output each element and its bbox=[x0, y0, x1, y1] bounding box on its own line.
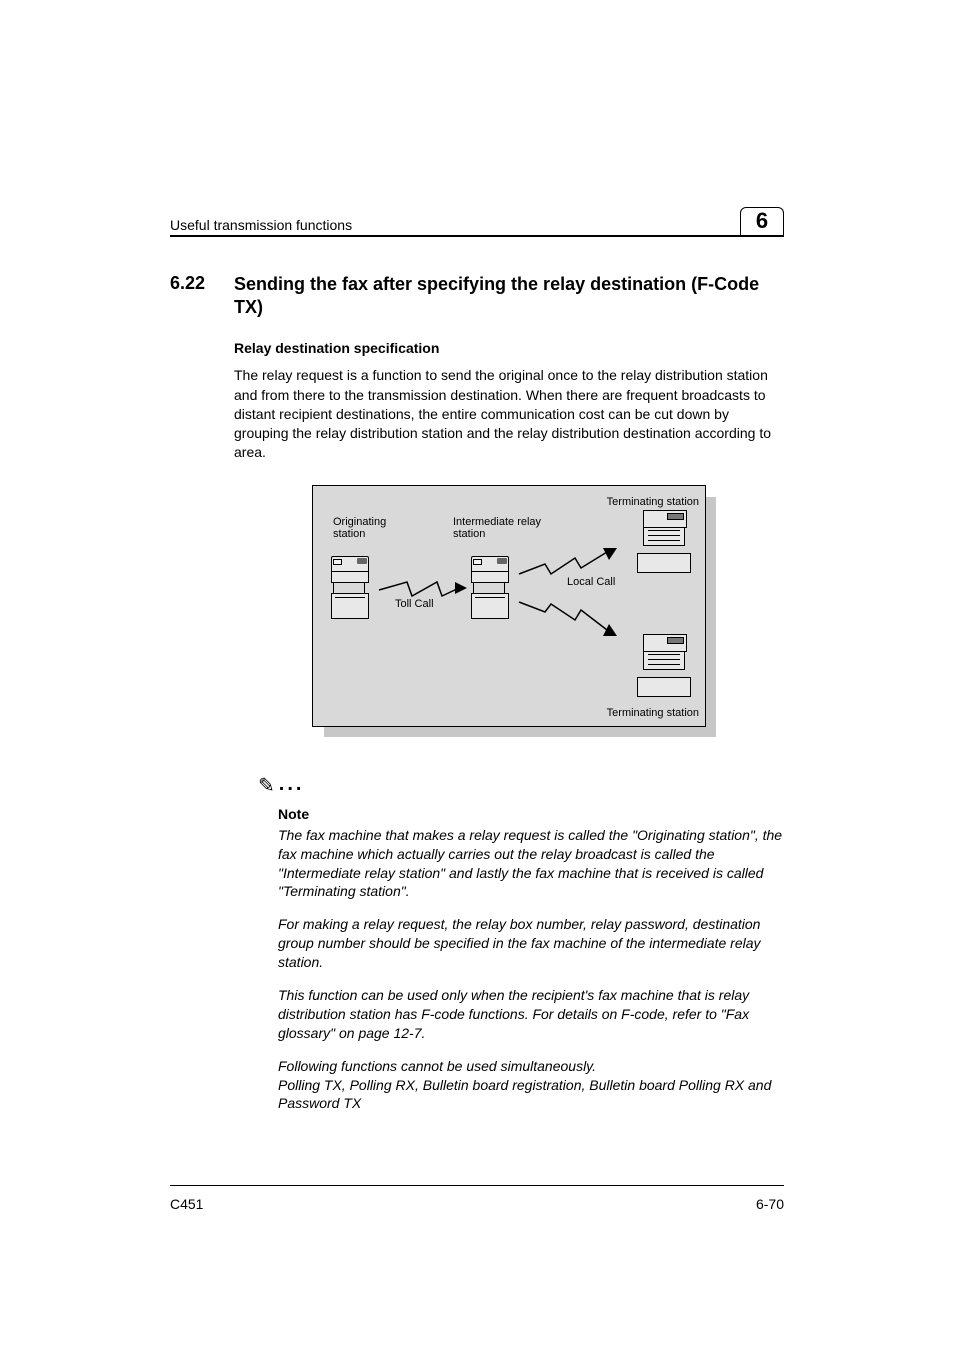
content-column: Relay destination specification The rela… bbox=[234, 340, 784, 1113]
note-block: ✎ ... Note The fax machine that makes a … bbox=[278, 775, 784, 1114]
relay-machine-icon bbox=[471, 556, 507, 619]
relay-diagram-container: Originating station Intermediate relay s… bbox=[234, 485, 784, 727]
section-title: Sending the fax after specifying the rel… bbox=[234, 273, 784, 318]
chapter-number-badge: 6 bbox=[740, 207, 784, 235]
terminating-printer-bottom-icon bbox=[637, 634, 689, 697]
terminating-printer-top-icon bbox=[637, 510, 689, 573]
section-heading: 6.22 Sending the fax after specifying th… bbox=[170, 273, 784, 318]
running-header: Useful transmission functions 6 bbox=[170, 205, 784, 237]
label-originating-station: Originating station bbox=[333, 516, 401, 541]
page-footer: C451 6-70 bbox=[170, 1185, 784, 1212]
note-icon-row: ✎ ... bbox=[258, 775, 784, 800]
note-paragraph-1: The fax machine that makes a relay reque… bbox=[278, 826, 784, 902]
page: Useful transmission functions 6 6.22 Sen… bbox=[0, 0, 954, 1350]
note-paragraph-2: For making a relay request, the relay bo… bbox=[278, 915, 784, 972]
footer-model: C451 bbox=[170, 1196, 203, 1212]
note-label: Note bbox=[278, 806, 784, 822]
note-paragraph-3: This function can be used only when the … bbox=[278, 986, 784, 1043]
pencil-icon: ✎ bbox=[258, 773, 275, 798]
intro-paragraph: The relay request is a function to send … bbox=[234, 366, 784, 463]
originating-machine-icon bbox=[331, 556, 367, 619]
label-terminating-station-bottom: Terminating station bbox=[607, 707, 699, 720]
subsection-heading: Relay destination specification bbox=[234, 340, 784, 356]
local-call-arrow-bottom-icon bbox=[517, 596, 627, 646]
toll-call-arrow-icon bbox=[377, 576, 467, 604]
dots-icon: ... bbox=[279, 773, 305, 796]
footer-page-number: 6-70 bbox=[756, 1196, 784, 1212]
running-title: Useful transmission functions bbox=[170, 217, 352, 233]
relay-diagram: Originating station Intermediate relay s… bbox=[312, 485, 706, 727]
label-terminating-station-top: Terminating station bbox=[607, 496, 699, 509]
label-intermediate-relay-station: Intermediate relay station bbox=[453, 516, 551, 541]
note-paragraph-4: Following functions cannot be used simul… bbox=[278, 1057, 784, 1114]
section-number: 6.22 bbox=[170, 273, 214, 318]
local-call-arrow-top-icon bbox=[517, 542, 627, 578]
